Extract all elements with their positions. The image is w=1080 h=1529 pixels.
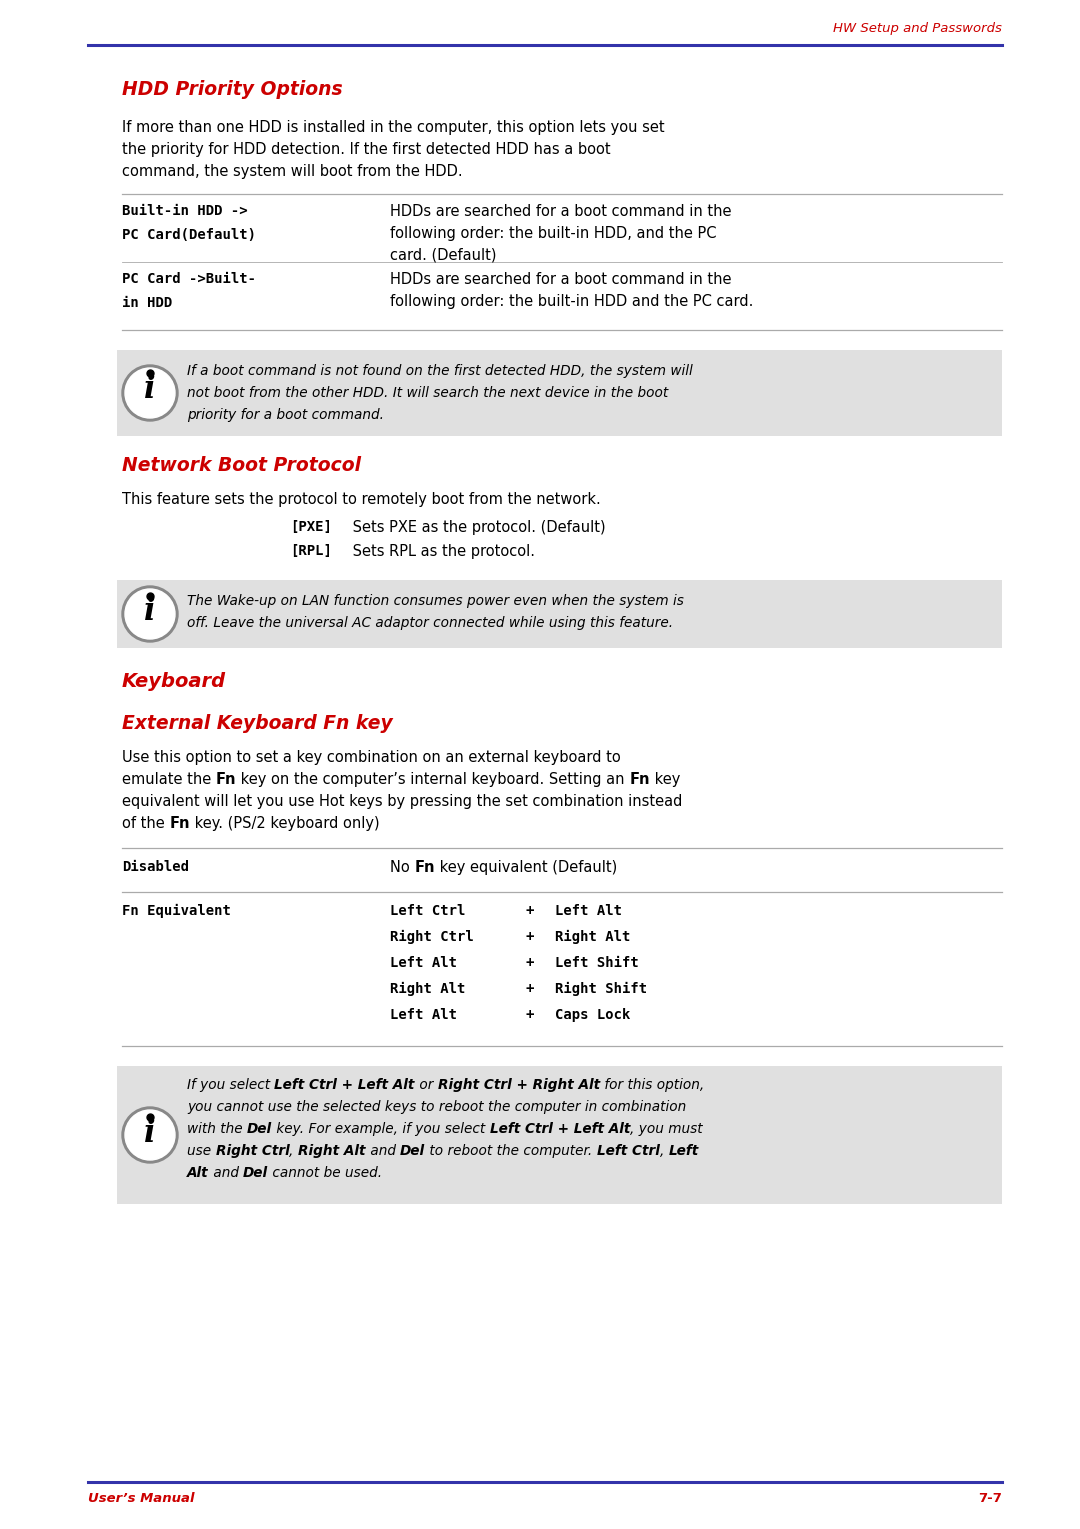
- Text: Sets PXE as the protocol. (Default): Sets PXE as the protocol. (Default): [348, 520, 606, 535]
- Circle shape: [122, 1107, 178, 1164]
- Text: priority for a boot command.: priority for a boot command.: [187, 408, 384, 422]
- Text: Fn Equivalent: Fn Equivalent: [122, 904, 231, 917]
- Text: +: +: [525, 982, 534, 995]
- Text: PC Card(Default): PC Card(Default): [122, 228, 256, 242]
- Text: Del: Del: [400, 1144, 426, 1157]
- Text: or: or: [415, 1078, 437, 1092]
- Text: Keyboard: Keyboard: [122, 673, 226, 691]
- Text: No: No: [390, 859, 415, 875]
- Text: +: +: [525, 1008, 534, 1021]
- Text: following order: the built-in HDD and the PC card.: following order: the built-in HDD and th…: [390, 294, 754, 309]
- Text: Network Boot Protocol: Network Boot Protocol: [122, 456, 361, 476]
- Text: card. (Default): card. (Default): [390, 248, 497, 263]
- Text: key on the computer’s internal keyboard. Setting an: key on the computer’s internal keyboard.…: [237, 772, 630, 787]
- Text: you cannot use the selected keys to reboot the computer in combination: you cannot use the selected keys to rebo…: [187, 1099, 686, 1115]
- Text: Del: Del: [243, 1167, 268, 1180]
- Text: Built-in HDD ->: Built-in HDD ->: [122, 203, 247, 219]
- Text: Left Shift: Left Shift: [555, 956, 638, 969]
- FancyBboxPatch shape: [117, 579, 1002, 648]
- Text: ,: ,: [289, 1144, 298, 1157]
- Text: Disabled: Disabled: [122, 859, 189, 875]
- Text: in HDD: in HDD: [122, 297, 172, 310]
- Text: Fn: Fn: [415, 859, 435, 875]
- Text: Use this option to set a key combination on an external keyboard to: Use this option to set a key combination…: [122, 751, 621, 764]
- Circle shape: [122, 586, 178, 642]
- Text: Right Alt: Right Alt: [298, 1144, 365, 1157]
- Text: Alt: Alt: [187, 1167, 208, 1180]
- Text: +: +: [525, 930, 534, 943]
- Circle shape: [122, 365, 178, 420]
- Text: This feature sets the protocol to remotely boot from the network.: This feature sets the protocol to remote…: [122, 492, 600, 508]
- Text: Fn: Fn: [216, 772, 237, 787]
- Text: If a boot command is not found on the first detected HDD, the system will: If a boot command is not found on the fi…: [187, 364, 692, 378]
- Text: cannot be used.: cannot be used.: [268, 1167, 382, 1180]
- Text: If you select: If you select: [187, 1078, 274, 1092]
- Text: Sets RPL as the protocol.: Sets RPL as the protocol.: [348, 544, 535, 560]
- Text: ,: ,: [660, 1144, 669, 1157]
- Text: off. Leave the universal AC adaptor connected while using this feature.: off. Leave the universal AC adaptor conn…: [187, 616, 673, 630]
- Text: and: and: [208, 1167, 243, 1180]
- Text: following order: the built-in HDD, and the PC: following order: the built-in HDD, and t…: [390, 226, 716, 242]
- Text: External Keyboard Fn key: External Keyboard Fn key: [122, 714, 393, 732]
- Text: +: +: [525, 956, 534, 969]
- Text: User’s Manual: User’s Manual: [87, 1492, 194, 1505]
- Text: for this option,: for this option,: [599, 1078, 704, 1092]
- Text: Fn: Fn: [630, 772, 650, 787]
- Text: The Wake-up on LAN function consumes power even when the system is: The Wake-up on LAN function consumes pow…: [187, 593, 684, 609]
- Text: Left Alt: Left Alt: [555, 904, 622, 917]
- Text: HW Setup and Passwords: HW Setup and Passwords: [833, 21, 1002, 35]
- Text: and: and: [365, 1144, 400, 1157]
- Circle shape: [125, 1110, 175, 1161]
- Text: [PXE]: [PXE]: [291, 520, 332, 534]
- Text: key. (PS/2 keyboard only): key. (PS/2 keyboard only): [190, 816, 379, 830]
- Text: Left: Left: [669, 1144, 699, 1157]
- Text: HDDs are searched for a boot command in the: HDDs are searched for a boot command in …: [390, 203, 731, 219]
- Text: Caps Lock: Caps Lock: [555, 1008, 631, 1021]
- Text: i: i: [145, 1118, 156, 1148]
- Text: Left Alt: Left Alt: [390, 956, 457, 969]
- Text: Left Alt: Left Alt: [390, 1008, 457, 1021]
- Text: Left Ctrl + Left Alt: Left Ctrl + Left Alt: [489, 1122, 630, 1136]
- Text: of the: of the: [122, 816, 170, 830]
- Text: equivalent will let you use Hot keys by pressing the set combination instead: equivalent will let you use Hot keys by …: [122, 794, 683, 809]
- Text: key equivalent (Default): key equivalent (Default): [435, 859, 617, 875]
- Text: PC Card ->Built-: PC Card ->Built-: [122, 272, 256, 286]
- Text: command, the system will boot from the HDD.: command, the system will boot from the H…: [122, 164, 462, 179]
- Text: Right Ctrl + Right Alt: Right Ctrl + Right Alt: [437, 1078, 599, 1092]
- Text: the priority for HDD detection. If the first detected HDD has a boot: the priority for HDD detection. If the f…: [122, 142, 610, 157]
- Text: Fn: Fn: [170, 816, 190, 830]
- Text: Left Ctrl: Left Ctrl: [596, 1144, 660, 1157]
- Text: to reboot the computer.: to reboot the computer.: [426, 1144, 596, 1157]
- Text: Left Ctrl: Left Ctrl: [390, 904, 465, 917]
- Text: i: i: [145, 373, 156, 405]
- Text: Right Ctrl: Right Ctrl: [390, 930, 474, 943]
- FancyBboxPatch shape: [117, 350, 1002, 436]
- Text: Right Ctrl: Right Ctrl: [216, 1144, 289, 1157]
- Circle shape: [125, 589, 175, 639]
- Text: Right Alt: Right Alt: [555, 930, 631, 943]
- Text: Right Shift: Right Shift: [555, 982, 647, 997]
- Text: Right Alt: Right Alt: [390, 982, 465, 997]
- Text: 7-7: 7-7: [978, 1492, 1002, 1505]
- Text: with the: with the: [187, 1122, 247, 1136]
- Text: Left Ctrl + Left Alt: Left Ctrl + Left Alt: [274, 1078, 415, 1092]
- Text: [RPL]: [RPL]: [291, 544, 332, 558]
- Text: key: key: [650, 772, 680, 787]
- Text: If more than one HDD is installed in the computer, this option lets you set: If more than one HDD is installed in the…: [122, 119, 664, 135]
- Text: not boot from the other HDD. It will search the next device in the boot: not boot from the other HDD. It will sea…: [187, 385, 669, 401]
- Text: HDDs are searched for a boot command in the: HDDs are searched for a boot command in …: [390, 272, 731, 287]
- Text: emulate the: emulate the: [122, 772, 216, 787]
- Text: +: +: [525, 904, 534, 917]
- Text: HDD Priority Options: HDD Priority Options: [122, 80, 342, 99]
- FancyBboxPatch shape: [117, 1066, 1002, 1203]
- Circle shape: [125, 368, 175, 417]
- Text: Del: Del: [247, 1122, 272, 1136]
- Text: i: i: [145, 596, 156, 627]
- Text: use: use: [187, 1144, 216, 1157]
- Text: key. For example, if you select: key. For example, if you select: [272, 1122, 489, 1136]
- Text: , you must: , you must: [630, 1122, 703, 1136]
